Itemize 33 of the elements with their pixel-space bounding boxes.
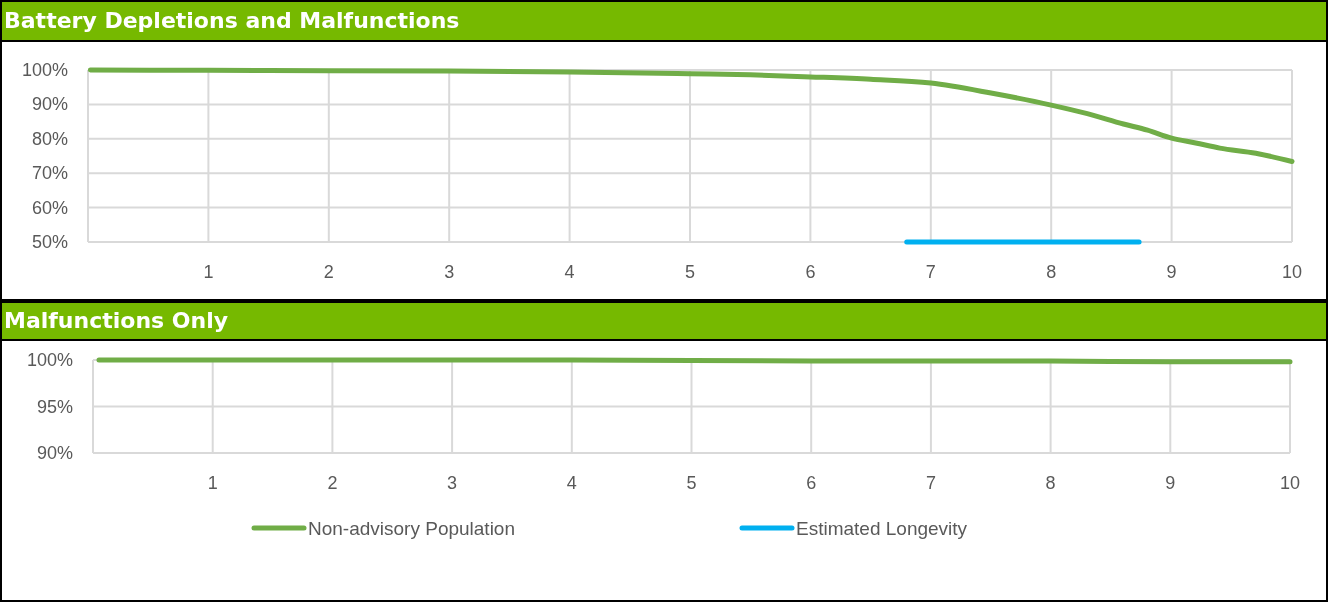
y-tick-label: 95% xyxy=(36,396,73,417)
chart-title: Battery Depletions and Malfunctions xyxy=(4,8,460,33)
legend-label: Estimated Longevity xyxy=(796,518,968,539)
y-tick-label: 90% xyxy=(36,443,73,463)
x-tick-label: 8 xyxy=(1045,473,1056,493)
x-tick-label: 10 xyxy=(1281,262,1303,282)
x-tick-label: 3 xyxy=(447,473,458,493)
legend-label: Non-advisory Population xyxy=(308,518,516,539)
x-tick-label: 7 xyxy=(925,473,936,493)
x-tick-label: 7 xyxy=(925,262,936,282)
x-tick-label: 6 xyxy=(806,473,817,493)
x-tick-label: 4 xyxy=(564,262,575,282)
x-tick-label: 6 xyxy=(805,262,816,282)
x-tick-label: 2 xyxy=(323,262,334,282)
y-tick-label: 50% xyxy=(31,232,68,252)
x-tick-label: 5 xyxy=(686,473,697,493)
x-tick-label: 10 xyxy=(1279,473,1301,493)
x-tick-label: 3 xyxy=(444,262,455,282)
y-tick-label: 90% xyxy=(31,94,68,115)
x-tick-label: 4 xyxy=(566,473,577,493)
y-tick-label: 60% xyxy=(31,197,68,218)
chart-title: Malfunctions Only xyxy=(4,308,229,333)
x-tick-label: 1 xyxy=(203,262,214,282)
x-tick-label: 2 xyxy=(327,473,338,493)
y-tick-label: 70% xyxy=(31,163,68,184)
y-tick-label: 100% xyxy=(21,60,68,80)
x-tick-label: 1 xyxy=(207,473,218,493)
x-tick-label: 9 xyxy=(1165,473,1176,493)
y-tick-label: 80% xyxy=(31,128,68,149)
x-tick-label: 5 xyxy=(684,262,696,282)
y-tick-label: 100% xyxy=(26,350,73,370)
x-tick-label: 9 xyxy=(1166,262,1177,282)
x-tick-label: 8 xyxy=(1046,262,1057,282)
